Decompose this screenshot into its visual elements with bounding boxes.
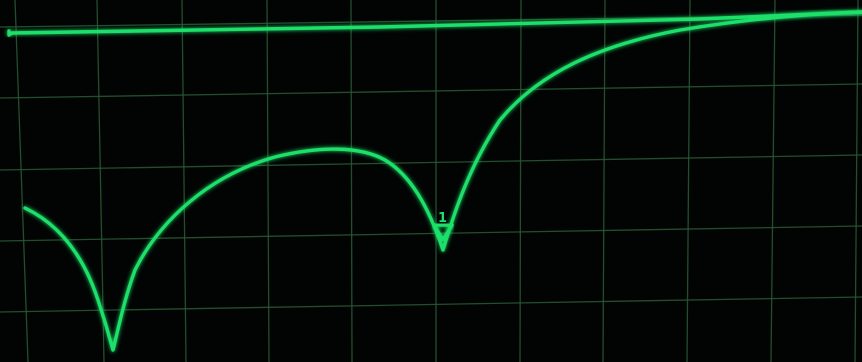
grid-line (0, 155, 862, 170)
grid-line (0, 226, 862, 241)
marker-label: 1 (438, 211, 447, 226)
grid-line (351, 0, 352, 362)
grid-line (0, 297, 862, 312)
grid-line (603, 0, 605, 362)
grid-line (771, 0, 775, 362)
grid-line (520, 0, 521, 362)
grid-line (0, 84, 862, 98)
grid-line (687, 0, 690, 362)
marker-triangle-icon (434, 225, 452, 240)
grid-line (182, 0, 186, 362)
grid-line (15, 0, 28, 362)
grid-line (855, 0, 858, 362)
